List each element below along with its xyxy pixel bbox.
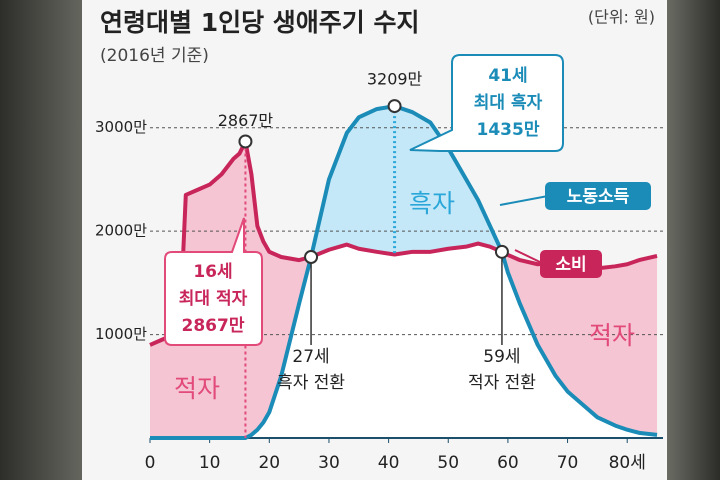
- y-tick-label: 3000만: [95, 118, 147, 136]
- deficit-peak-marker: [238, 134, 253, 149]
- series-line: [150, 104, 658, 440]
- x-tick-label: 60: [497, 453, 519, 473]
- surplus-peak-marker: [387, 99, 402, 114]
- turn-label: 흑자 전환: [277, 373, 345, 393]
- deficit-callout-text: 16세: [193, 262, 232, 282]
- surplus-callout-text: 최대 흑자: [474, 92, 543, 113]
- x-tick-label: 20: [258, 453, 280, 473]
- x-tick-label: 40: [378, 453, 400, 473]
- peak-surplus-label: 3209만: [367, 70, 423, 89]
- y-tick-label: 1000만: [95, 325, 147, 343]
- x-tick-label: 10: [199, 453, 221, 473]
- legend-box: [540, 250, 602, 278]
- deficit-area-label: 적자: [174, 374, 220, 403]
- legend-leader: [499, 195, 549, 206]
- x-tick-label: 80세: [609, 453, 646, 473]
- chart-subtitle: (2016년 기준): [100, 46, 209, 66]
- deficit-callout-box: [164, 217, 263, 346]
- baseline-area: [150, 243, 658, 438]
- surplus-callout-text: 41세: [488, 66, 527, 86]
- deficit-area-label: 적자: [589, 321, 635, 350]
- turn-label: 59세: [483, 347, 520, 367]
- deficit-callout-text: 2867만: [182, 316, 245, 336]
- x-tick-label: 0: [145, 453, 156, 473]
- chart-title: 연령대별 1인당 생애주기 수지: [100, 8, 420, 37]
- turn-label: 적자 전환: [468, 373, 536, 393]
- legend-box: [545, 182, 651, 210]
- legend-leader: [514, 249, 543, 264]
- unit-note: (단위: 원): [588, 8, 655, 27]
- x-tick-label: 70: [557, 453, 579, 473]
- y-tick-label: 2000만: [95, 222, 147, 240]
- surplus-callout-text: 1435만: [477, 120, 540, 140]
- surplus-callout-box: [409, 54, 564, 152]
- photo-left: [0, 0, 90, 480]
- photo-right: [665, 0, 720, 480]
- deficit-callout-text: 최대 적자: [179, 289, 248, 309]
- legend-label: 소비: [555, 255, 586, 275]
- plot: 1000만 2000만 3000만 0 10 20 30 40 50 60 70 80세 2867만 32…: [95, 54, 663, 473]
- legend-label: 노동소득: [567, 187, 630, 207]
- peak-deficit-label: 2867만: [218, 111, 274, 130]
- turn-marker: [494, 244, 509, 259]
- turn-marker: [304, 250, 319, 264]
- x-tick-label: 30: [318, 453, 340, 473]
- x-tick-label: 50: [437, 453, 459, 473]
- surplus-area-label: 흑자: [409, 189, 455, 218]
- turn-label: 27세: [292, 347, 329, 367]
